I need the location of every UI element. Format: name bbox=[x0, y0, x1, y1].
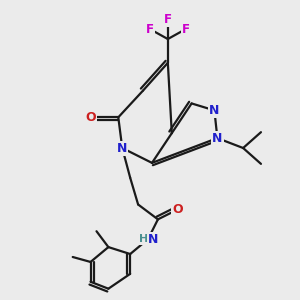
Text: N: N bbox=[212, 132, 223, 145]
Text: O: O bbox=[85, 111, 96, 124]
Text: N: N bbox=[117, 142, 128, 154]
Text: O: O bbox=[172, 203, 183, 216]
Text: N: N bbox=[209, 104, 220, 117]
Text: H: H bbox=[140, 234, 149, 244]
Text: F: F bbox=[164, 13, 172, 26]
Text: F: F bbox=[146, 22, 154, 36]
Text: F: F bbox=[182, 22, 190, 36]
Text: N: N bbox=[148, 233, 158, 246]
